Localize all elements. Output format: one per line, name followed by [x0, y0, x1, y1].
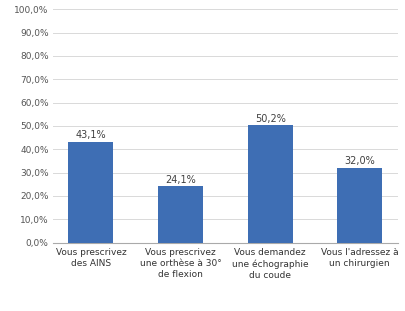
Text: 32,0%: 32,0%: [343, 156, 374, 166]
Text: 50,2%: 50,2%: [254, 114, 285, 124]
Text: 43,1%: 43,1%: [75, 130, 106, 141]
Bar: [158, 186, 202, 243]
Bar: [337, 168, 381, 243]
Bar: [68, 142, 113, 243]
Bar: [247, 125, 292, 243]
Text: 24,1%: 24,1%: [165, 175, 195, 185]
